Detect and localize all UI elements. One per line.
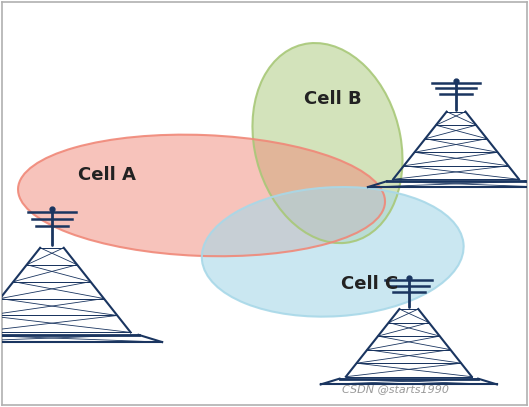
Text: CSDN @starts1990: CSDN @starts1990	[342, 384, 449, 394]
Ellipse shape	[202, 187, 463, 317]
Ellipse shape	[252, 43, 403, 243]
Text: Cell B: Cell B	[304, 90, 361, 108]
Text: Cell C: Cell C	[341, 275, 398, 293]
Text: Cell A: Cell A	[78, 166, 136, 184]
Ellipse shape	[18, 135, 385, 256]
